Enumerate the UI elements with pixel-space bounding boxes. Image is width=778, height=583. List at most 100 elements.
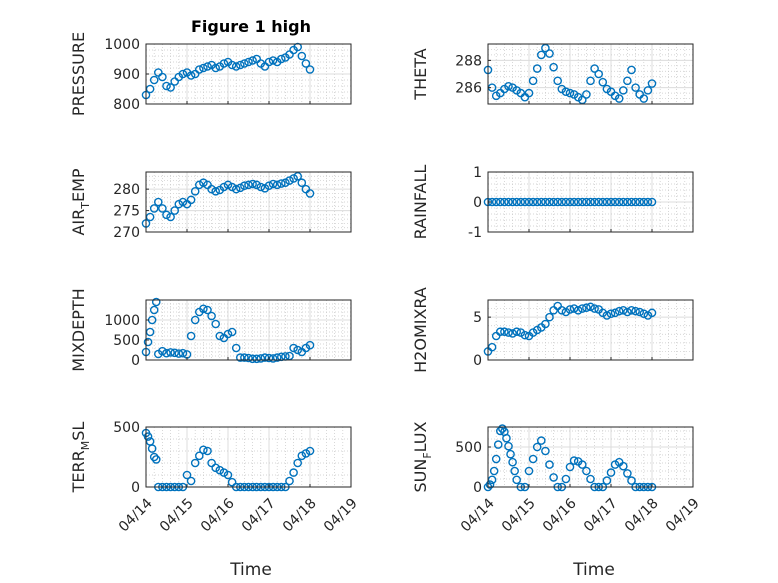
data-point <box>602 311 612 320</box>
data-point <box>301 59 311 68</box>
data-point <box>281 178 290 188</box>
data-point <box>305 446 315 456</box>
data-point <box>598 197 608 207</box>
y-tick-label: 1000 <box>104 313 140 329</box>
data-point <box>582 197 591 207</box>
data-point <box>158 346 167 356</box>
data-point <box>647 197 657 207</box>
data-point <box>252 180 262 190</box>
data-point <box>248 354 257 364</box>
data-point <box>285 476 294 486</box>
data-point <box>147 444 157 453</box>
data-point <box>594 69 604 79</box>
data-point <box>586 197 595 207</box>
y-axis-label: MIXDEPTH <box>69 288 88 371</box>
data-point <box>203 62 212 71</box>
data-point <box>623 469 632 478</box>
data-point <box>614 306 624 316</box>
axes-box <box>145 171 352 233</box>
data-point <box>619 86 628 95</box>
data-point <box>231 62 241 71</box>
data-point <box>158 72 167 82</box>
y-tick-label: 0 <box>473 195 482 211</box>
data-point <box>569 304 579 313</box>
data-point <box>235 60 245 70</box>
data-point <box>289 174 298 183</box>
data-point <box>186 195 196 205</box>
data-point <box>502 433 511 443</box>
data-point <box>186 476 196 486</box>
data-point <box>631 83 640 92</box>
data-point <box>493 440 503 449</box>
data-point <box>235 183 245 193</box>
y-tick-label: 0 <box>131 480 140 496</box>
y-tick-label: 270 <box>113 225 140 241</box>
subplot-3: 270 275 280 AIRTEMP <box>69 168 352 241</box>
y-tick-label: 0 <box>473 480 482 496</box>
data-point <box>256 354 266 363</box>
data-point <box>553 197 563 207</box>
data-point <box>149 305 159 315</box>
data-point <box>614 197 624 207</box>
data-point <box>631 197 640 207</box>
data-point <box>565 462 575 472</box>
data-point <box>223 470 233 480</box>
data-point <box>532 442 542 452</box>
data-point <box>610 308 620 318</box>
data-point <box>289 343 298 353</box>
y-axis-label: SUNFLUX <box>411 421 434 492</box>
data-point <box>170 348 179 358</box>
data-point <box>199 178 208 188</box>
data-point <box>565 197 575 207</box>
data-point <box>528 454 538 464</box>
data-point <box>647 79 657 88</box>
data-point <box>639 197 649 207</box>
y-axis-label: H2OMIXRA <box>411 287 430 373</box>
data-point <box>190 458 200 468</box>
data-point <box>276 54 286 64</box>
x-tick-label: 04/15 <box>499 495 539 535</box>
data-point <box>508 197 517 207</box>
data-point <box>627 476 636 485</box>
x-tick-label: 04/14 <box>116 495 156 535</box>
data-point <box>293 171 303 181</box>
data-point <box>227 327 237 337</box>
y-tick-label: 280 <box>113 182 140 198</box>
data-point <box>578 197 587 207</box>
data-point <box>211 319 220 329</box>
data-point <box>500 197 509 207</box>
data-point <box>489 466 499 476</box>
data-point <box>235 353 245 362</box>
data-point <box>186 71 196 80</box>
data-point <box>623 197 632 207</box>
data-point <box>268 56 278 65</box>
data-point <box>256 182 266 192</box>
data-point <box>545 460 554 469</box>
data-point <box>182 470 192 480</box>
data-point <box>647 308 657 318</box>
data-point <box>561 197 571 207</box>
data-point <box>268 179 278 189</box>
x-tick-label: 04/16 <box>540 495 580 535</box>
subplot-8: 0 500 04/14 04/15 04/16 04/17 04/18 04/19 SUNFLU… <box>411 421 703 535</box>
x-tick-label: 04/15 <box>157 495 197 535</box>
data-point <box>623 307 632 317</box>
data-point <box>590 304 599 313</box>
data-point <box>573 197 583 207</box>
data-point <box>264 353 274 363</box>
data-point <box>627 65 636 75</box>
series-markers <box>483 301 657 356</box>
data-point <box>565 88 575 98</box>
data-point <box>639 309 649 319</box>
data-point <box>553 76 563 86</box>
data-point <box>639 94 649 103</box>
data-point <box>149 204 159 213</box>
data-point <box>573 305 583 315</box>
data-point <box>586 76 595 86</box>
data-point <box>194 65 204 74</box>
data-point <box>594 197 604 207</box>
data-point <box>565 305 575 314</box>
data-point <box>602 476 612 485</box>
data-point <box>305 65 315 74</box>
data-point <box>162 81 171 91</box>
